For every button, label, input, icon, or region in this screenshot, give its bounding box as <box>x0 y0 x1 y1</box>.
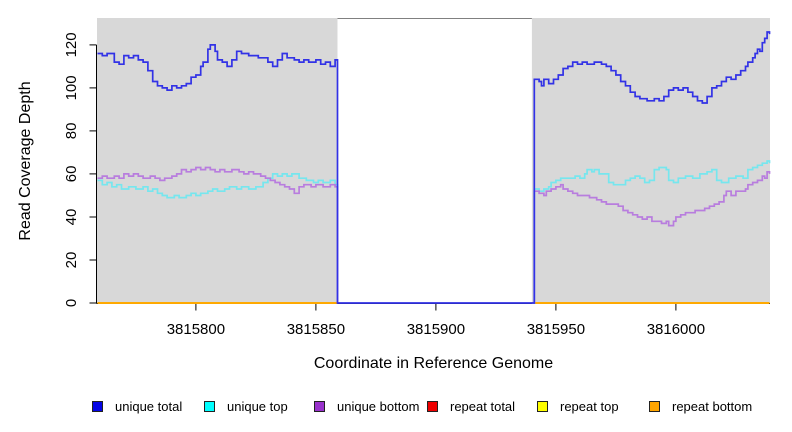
y-tick-label: 40 <box>63 209 80 226</box>
legend-label: repeat total <box>450 398 516 414</box>
y-tick-label: 80 <box>63 123 80 140</box>
legend-item-unique-bottom: unique bottom <box>314 398 420 414</box>
series-line-unique-bottom <box>97 166 339 303</box>
shaded-region-right <box>531 18 770 303</box>
x-tick-label: 3816000 <box>647 321 705 338</box>
chart-legend: unique total unique top unique bottom re… <box>0 399 792 415</box>
y-tick-label: 20 <box>63 252 80 269</box>
x-axis-title: Coordinate in Reference Genome <box>313 355 554 372</box>
legend-label: unique bottom <box>337 398 420 414</box>
x-tick-label: 3815850 <box>287 321 345 338</box>
y-tick-label: 60 <box>63 166 80 183</box>
y-axis-title: Read Coverage Depth <box>17 81 34 241</box>
x-tick-label: 3815800 <box>167 321 225 338</box>
series-line-unique-total <box>97 31 771 304</box>
legend-label: unique total <box>115 398 183 414</box>
shaded-region-left <box>97 18 338 303</box>
unique-total-swatch-icon <box>92 400 103 412</box>
series-line-unique-bottom <box>531 170 771 304</box>
legend-item-repeat-total: repeat total <box>427 398 516 414</box>
y-tick-label: 120 <box>63 32 80 57</box>
legend-item-unique-total: unique total <box>92 398 183 414</box>
legend-item-unique-top: unique top <box>204 398 288 414</box>
legend-item-repeat-bottom: repeat bottom <box>649 398 753 414</box>
x-tick-label: 3815900 <box>407 321 465 338</box>
x-tick-label: 3815950 <box>527 321 585 338</box>
unique-top-swatch-icon <box>204 400 215 412</box>
y-tick-label: 0 <box>63 299 80 307</box>
series-line-unique-top <box>97 173 339 303</box>
legend-label: unique top <box>227 398 288 414</box>
legend-item-repeat-top: repeat top <box>537 398 619 414</box>
unique-bottom-swatch-icon <box>314 400 325 412</box>
y-tick-label: 100 <box>63 75 80 100</box>
series-line-unique-top <box>531 160 771 304</box>
repeat-bottom-swatch-icon <box>649 400 660 412</box>
repeat-total-swatch-icon <box>427 400 438 412</box>
repeat-top-swatch-icon <box>537 400 548 412</box>
legend-label: repeat top <box>560 398 619 414</box>
legend-label: repeat bottom <box>672 398 753 414</box>
